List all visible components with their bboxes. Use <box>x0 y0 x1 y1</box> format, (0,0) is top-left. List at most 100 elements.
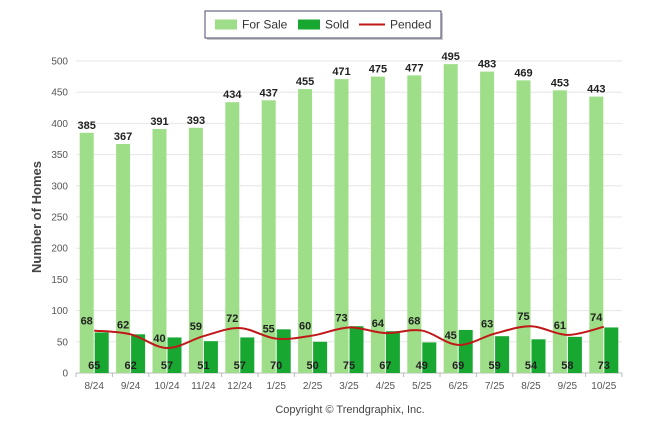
y-axis: 0 50 100 150 200 250 300 350 400 450 500 <box>51 57 68 380</box>
for-sale-value-label: 453 <box>551 77 569 89</box>
x-tick-label: 6/25 <box>448 381 468 392</box>
copyright-text: Copyright © Trendgraphix, Inc. <box>275 404 424 416</box>
sold-value-label: 69 <box>452 360 464 372</box>
pended-value-label: 40 <box>153 333 165 345</box>
x-tick-label: 8/25 <box>521 381 541 392</box>
pended-value-label: 74 <box>590 312 603 324</box>
pended-value-label: 64 <box>372 318 385 330</box>
sold-bar <box>604 327 619 373</box>
y-tick-label: 500 <box>51 57 68 68</box>
sold-bar <box>531 339 546 373</box>
sold-bar <box>203 341 218 373</box>
for-sale-value-label: 475 <box>369 64 387 76</box>
y-tick-label: 50 <box>57 337 69 348</box>
y-tick-label: 300 <box>51 181 68 192</box>
sold-value-label: 57 <box>161 360 173 372</box>
y-axis-label: Number of Homes <box>29 161 44 273</box>
sold-bar <box>349 326 364 373</box>
for-sale-value-label: 391 <box>150 116 168 128</box>
sold-value-label: 75 <box>343 360 355 372</box>
for-sale-bar <box>116 143 131 373</box>
bars <box>79 64 619 374</box>
for-sale-bar <box>261 100 276 373</box>
sold-value-label: 70 <box>270 360 282 372</box>
for-sale-value-label: 367 <box>114 131 132 143</box>
sold-legend-swatch <box>298 19 320 30</box>
sold-bar <box>422 342 437 373</box>
sold-bar <box>313 341 328 373</box>
sold-bar <box>131 334 146 373</box>
x-tick-label: 5/25 <box>412 381 432 392</box>
for-sale-value-label: 495 <box>442 51 460 63</box>
pended-value-label: 72 <box>226 313 238 325</box>
sold-bar <box>276 329 291 373</box>
x-tick-label: 7/25 <box>485 381 505 392</box>
sold-bar <box>458 329 473 373</box>
x-tick-label: 9/24 <box>121 381 141 392</box>
for-sale-value-label: 437 <box>260 87 278 99</box>
sold-value-label: 58 <box>561 360 573 372</box>
for-sale-legend-label: For Sale <box>242 18 288 32</box>
y-tick-label: 400 <box>51 119 68 130</box>
sold-value-label: 51 <box>197 360 209 372</box>
pended-legend-label: Pended <box>390 18 431 32</box>
pended-value-label: 73 <box>335 312 347 324</box>
x-tick-label: 2/25 <box>303 381 323 392</box>
y-tick-label: 200 <box>51 244 68 255</box>
for-sale-bar <box>79 132 94 373</box>
y-tick-label: 100 <box>51 306 68 317</box>
for-sale-bar <box>443 64 458 374</box>
sold-value-label: 73 <box>598 360 610 372</box>
for-sale-bar <box>188 127 203 373</box>
for-sale-value-label: 469 <box>514 67 532 79</box>
for-sale-value-label: 434 <box>223 89 242 101</box>
pended-value-label: 68 <box>408 316 420 328</box>
sold-bar <box>385 331 400 373</box>
for-sale-bar <box>334 79 349 373</box>
pended-value-label: 60 <box>299 321 311 333</box>
x-tick-label: 8/24 <box>84 381 104 392</box>
for-sale-value-label: 483 <box>478 59 496 71</box>
for-sale-bar <box>298 89 313 373</box>
pended-value-label: 62 <box>117 319 129 331</box>
for-sale-bar <box>225 102 240 374</box>
for-sale-value-label: 455 <box>296 76 314 88</box>
x-tick-label: 10/24 <box>154 381 179 392</box>
x-tick-label: 4/25 <box>376 381 396 392</box>
y-tick-label: 350 <box>51 150 68 161</box>
sold-value-label: 62 <box>124 360 136 372</box>
pended-value-label: 59 <box>190 321 202 333</box>
x-tick-label: 10/25 <box>591 381 616 392</box>
pended-value-label: 68 <box>81 316 93 328</box>
sold-value-label: 49 <box>416 360 428 372</box>
for-sale-value-label: 471 <box>332 66 350 78</box>
pended-value-label: 55 <box>263 324 275 336</box>
sold-value-label: 54 <box>525 360 538 372</box>
sold-bar <box>567 336 582 373</box>
pended-value-label: 75 <box>517 311 529 323</box>
sold-value-label: 59 <box>488 360 500 372</box>
y-tick-label: 450 <box>51 88 68 99</box>
pended-value-label: 45 <box>445 330 457 342</box>
for-sale-bar <box>552 90 567 373</box>
y-tick-label: 0 <box>62 369 68 380</box>
x-axis: 8/24 9/24 10/24 11/24 12/24 1/25 2/25 3/25 4/25 5… <box>75 373 623 392</box>
legend: For Sale Sold Pended <box>204 10 443 40</box>
sold-value-label: 65 <box>88 360 100 372</box>
pended-series-line <box>94 325 605 350</box>
x-tick-label: 9/25 <box>558 381 578 392</box>
sold-value-label: 50 <box>306 360 318 372</box>
for-sale-bar <box>152 129 167 373</box>
for-sale-bar <box>370 76 385 373</box>
for-sale-legend-swatch <box>215 19 237 30</box>
sold-bar <box>495 336 510 373</box>
x-tick-label: 11/24 <box>191 381 216 392</box>
pended-value-label: 63 <box>481 319 493 331</box>
sold-value-label: 67 <box>379 360 391 372</box>
sold-bar <box>94 332 109 373</box>
sold-legend-label: Sold <box>325 18 349 32</box>
sold-value-label: 57 <box>234 360 246 372</box>
for-sale-value-label: 385 <box>78 120 96 132</box>
y-tick-label: 150 <box>51 275 68 286</box>
